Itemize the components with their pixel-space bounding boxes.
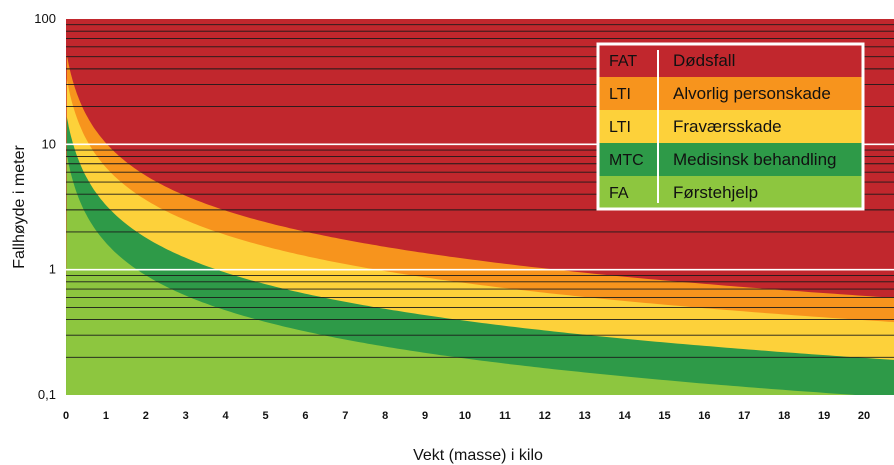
- y-tick-label: 0,1: [38, 387, 56, 402]
- x-tick-label: 1: [103, 410, 109, 422]
- y-tick-label: 10: [42, 136, 56, 151]
- x-tick-label: 6: [302, 410, 308, 422]
- legend: FAT Dødsfall LTI Alvorlig personskade LTI Fra…: [596, 42, 865, 211]
- legend-swatch: [598, 143, 863, 176]
- y-axis-label: Fallhøyde i meter: [11, 145, 28, 269]
- x-tick-label: 20: [858, 410, 870, 422]
- legend-swatch: [598, 176, 863, 209]
- x-tick-label: 16: [698, 410, 710, 422]
- x-tick-label: 2: [143, 410, 149, 422]
- x-tick-label: 19: [818, 410, 830, 422]
- legend-code: FA: [609, 185, 629, 202]
- x-tick-label: 0: [63, 410, 69, 422]
- legend-code: MTC: [609, 152, 644, 169]
- y-tick-label: 100: [34, 11, 56, 26]
- legend-code: FAT: [609, 53, 637, 70]
- x-tick-label: 10: [459, 410, 471, 422]
- x-tick-label: 3: [183, 410, 189, 422]
- legend-code: LTI: [609, 86, 631, 103]
- y-axis-ticks: 100 10 1 0,1: [34, 11, 56, 402]
- x-tick-label: 13: [579, 410, 591, 422]
- x-tick-label: 15: [658, 410, 670, 422]
- x-axis-label: Vekt (masse) i kilo: [413, 447, 543, 464]
- legend-swatch: [598, 77, 863, 110]
- legend-label: Alvorlig personskade: [673, 84, 831, 103]
- x-axis-ticks: 0 1 2 3 4 5 6 7 8 9 10 11 12 13 14 15 16 17 18 19 20: [63, 410, 870, 422]
- legend-label: Fraværsskade: [673, 117, 782, 136]
- legend-border: [596, 42, 865, 211]
- x-tick-label: 8: [382, 410, 388, 422]
- legend-label: Dødsfall: [673, 51, 735, 70]
- x-tick-label: 17: [738, 410, 750, 422]
- legend-swatch: [598, 110, 863, 143]
- legend-swatch: [598, 44, 863, 77]
- legend-code: LTI: [609, 119, 631, 136]
- x-tick-label: 11: [499, 410, 511, 422]
- x-tick-label: 5: [262, 410, 268, 422]
- x-tick-label: 7: [342, 410, 348, 422]
- x-tick-label: 18: [778, 410, 790, 422]
- legend-label: Førstehjelp: [673, 183, 758, 202]
- x-tick-label: 14: [618, 410, 631, 422]
- x-tick-label: 9: [422, 410, 428, 422]
- y-tick-label: 1: [49, 262, 56, 277]
- legend-label: Medisinsk behandling: [673, 150, 837, 169]
- x-tick-label: 4: [223, 410, 230, 422]
- x-tick-label: 12: [539, 410, 551, 422]
